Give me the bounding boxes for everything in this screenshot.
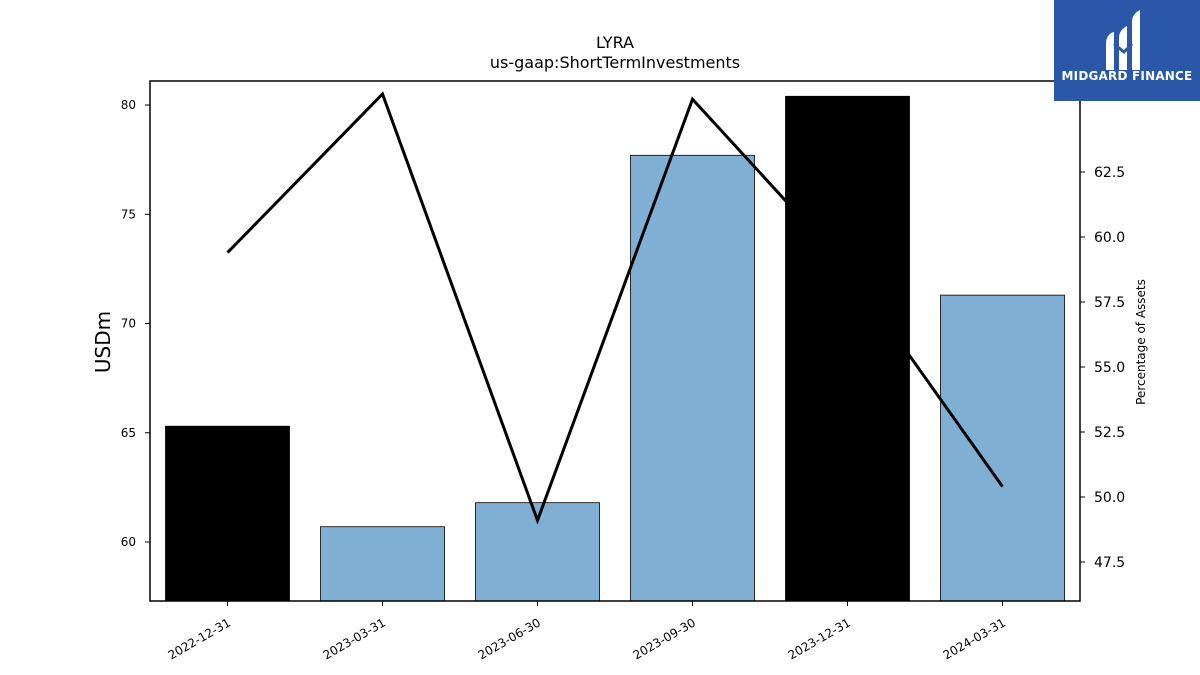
right-axis: 47.5 50.0 52.5 55.0 57.5 60.0 62.5 [1080, 165, 1125, 571]
x-tick-label: 2023-06-30 [476, 615, 543, 662]
chart-subtitle: us-gaap:ShortTermInvestments [490, 53, 740, 72]
x-tick-label: 2024-03-31 [941, 615, 1008, 662]
y-tick-label: 75 [121, 207, 136, 221]
x-tick-label: 2023-03-31 [321, 615, 388, 662]
bar [940, 294, 1065, 602]
y2-tick-label: 60.0 [1094, 230, 1125, 246]
plot-frame [149, 80, 1081, 602]
bar-series [165, 95, 1065, 602]
y-tick-label: 65 [121, 426, 136, 440]
y-tick-label: 60 [121, 535, 136, 549]
series-line [226, 91, 1004, 525]
y2-tick-label: 57.5 [1094, 295, 1125, 311]
y2-tick-label: 47.5 [1094, 555, 1125, 571]
left-axis: 60 65 70 75 80 [121, 98, 150, 549]
bar [165, 425, 290, 602]
x-tick-label: 2023-12-31 [786, 615, 853, 662]
y2-tick-label: 52.5 [1094, 425, 1125, 441]
x-tick-label: 2023-09-30 [631, 615, 698, 662]
y2-tick-label: 55.0 [1094, 360, 1125, 376]
x-axis: 2022-12-31 2023-03-31 2023-06-30 2023-09-30… [166, 601, 1008, 662]
logo-mark-icon [1106, 10, 1140, 70]
line-series [226, 91, 1004, 525]
bar [320, 526, 445, 602]
bar [785, 95, 910, 602]
y-tick-label: 80 [121, 98, 136, 112]
y2-axis-label: Percentage of Assets [1134, 279, 1148, 405]
y-tick-label: 70 [121, 317, 136, 331]
brand-logo: MIDGARD FINANCE [1054, 0, 1200, 101]
y2-tick-label: 62.5 [1094, 165, 1125, 181]
y-axis-label: USDm [91, 311, 115, 373]
bar [630, 154, 755, 602]
y2-tick-label: 50.0 [1094, 490, 1125, 506]
chart-title: LYRA [596, 33, 634, 52]
logo-text: MIDGARD FINANCE [1061, 69, 1193, 83]
x-tick-label: 2022-12-31 [166, 615, 233, 662]
